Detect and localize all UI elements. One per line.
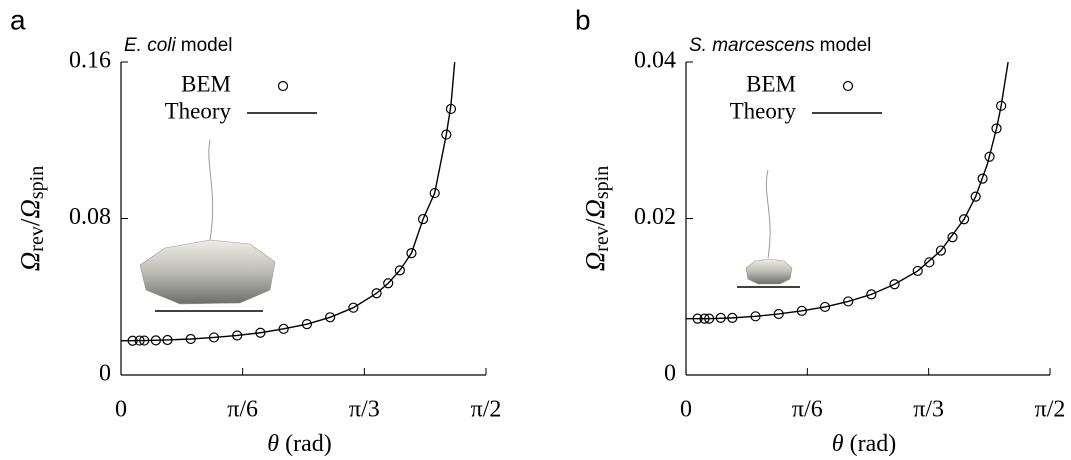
data-point xyxy=(924,257,935,268)
y-axis-label: Ωrev/Ωspin xyxy=(15,166,47,271)
x-tick-label: π/2 xyxy=(1035,397,1066,423)
y-label-part: Ω xyxy=(15,252,45,272)
theory-line xyxy=(686,62,1009,320)
x-label-symbol: θ xyxy=(832,431,844,457)
data-point xyxy=(843,296,854,307)
y-label-part: / xyxy=(15,218,45,226)
data-point xyxy=(325,312,336,323)
data-point xyxy=(383,278,394,289)
y-label-part: / xyxy=(580,218,610,226)
legend-label: Theory xyxy=(165,98,232,123)
y-tick-label: 0.16 xyxy=(69,48,111,74)
y-tick-label: 0 xyxy=(664,361,676,387)
y-label-part: spin xyxy=(591,166,613,199)
x-label-unit: (rad) xyxy=(285,431,332,457)
data-point xyxy=(912,265,923,277)
x-tick-label: π/6 xyxy=(227,397,258,423)
x-tick-label: π/6 xyxy=(792,397,823,423)
data-point xyxy=(984,151,995,162)
x-tick-label: 0 xyxy=(115,397,127,423)
panel-label: a xyxy=(10,4,26,35)
data-point xyxy=(977,173,988,184)
data-point xyxy=(996,100,1007,111)
y-tick-label: 0.02 xyxy=(634,204,676,230)
x-tick-label: 0 xyxy=(680,397,692,423)
legend-marker xyxy=(842,80,854,92)
data-point xyxy=(371,288,382,299)
legend-marker xyxy=(277,80,289,92)
legend-label: BEM xyxy=(181,71,231,96)
x-label-symbol: θ xyxy=(267,431,279,457)
y-tick-label: 0 xyxy=(99,361,111,387)
x-tick-label: π/3 xyxy=(349,397,380,423)
subtitle-organism: E. coli xyxy=(124,35,177,56)
y-tick-label: 0.04 xyxy=(634,48,676,74)
x-tick-label: π/2 xyxy=(471,397,502,423)
legend-label: Theory xyxy=(730,98,797,123)
y-label-part: spin xyxy=(26,166,48,199)
data-point xyxy=(819,301,831,313)
data-point xyxy=(348,302,359,313)
data-point xyxy=(889,279,900,290)
subtitle: S. marcescens model xyxy=(689,35,871,56)
x-axis-label: θ (rad) xyxy=(267,431,331,457)
data-point xyxy=(406,248,417,259)
panel: a E. coli model 0 0.08 0.16 0 π/6 π/3 π/2 θ (rad) Ωr… xyxy=(10,4,501,456)
y-axis-label: Ωrev/Ωspin xyxy=(580,166,612,271)
subtitle-suffix: model xyxy=(820,35,872,56)
y-label-part: Ω xyxy=(15,199,45,219)
x-label-unit: (rad) xyxy=(850,431,897,457)
data-point xyxy=(394,265,405,276)
data-point xyxy=(935,245,947,256)
data-point xyxy=(301,319,312,330)
subtitle: E. coli model xyxy=(124,35,233,56)
data-point xyxy=(866,289,877,300)
data-point xyxy=(991,123,1002,134)
y-label-part: rev xyxy=(591,226,613,252)
data-point xyxy=(278,323,289,334)
subtitle-suffix: model xyxy=(181,35,233,56)
plot-area xyxy=(686,62,1009,324)
data-point xyxy=(970,191,981,202)
y-label-part: Ω xyxy=(580,252,610,272)
y-label-part: rev xyxy=(26,226,48,252)
subtitle-organism: S. marcescens xyxy=(689,35,815,56)
inset-b xyxy=(737,169,800,288)
panel-label: b xyxy=(575,4,591,35)
plot-area xyxy=(121,62,457,346)
y-tick-label: 0.08 xyxy=(69,204,111,230)
x-axis-label: θ (rad) xyxy=(832,431,896,457)
y-label-part: Ω xyxy=(580,199,610,219)
inset-a xyxy=(139,139,276,312)
data-point xyxy=(417,213,429,225)
panel: b S. marcescens model 0 0.02 0.04 0 π/6 π/3 π/2 θ(… xyxy=(575,4,1065,456)
data-point xyxy=(429,187,440,199)
data-point xyxy=(958,214,970,225)
theory-line xyxy=(121,62,456,342)
x-tick-label: π/3 xyxy=(913,397,944,423)
data-point xyxy=(947,232,958,243)
legend-label: BEM xyxy=(746,71,796,96)
